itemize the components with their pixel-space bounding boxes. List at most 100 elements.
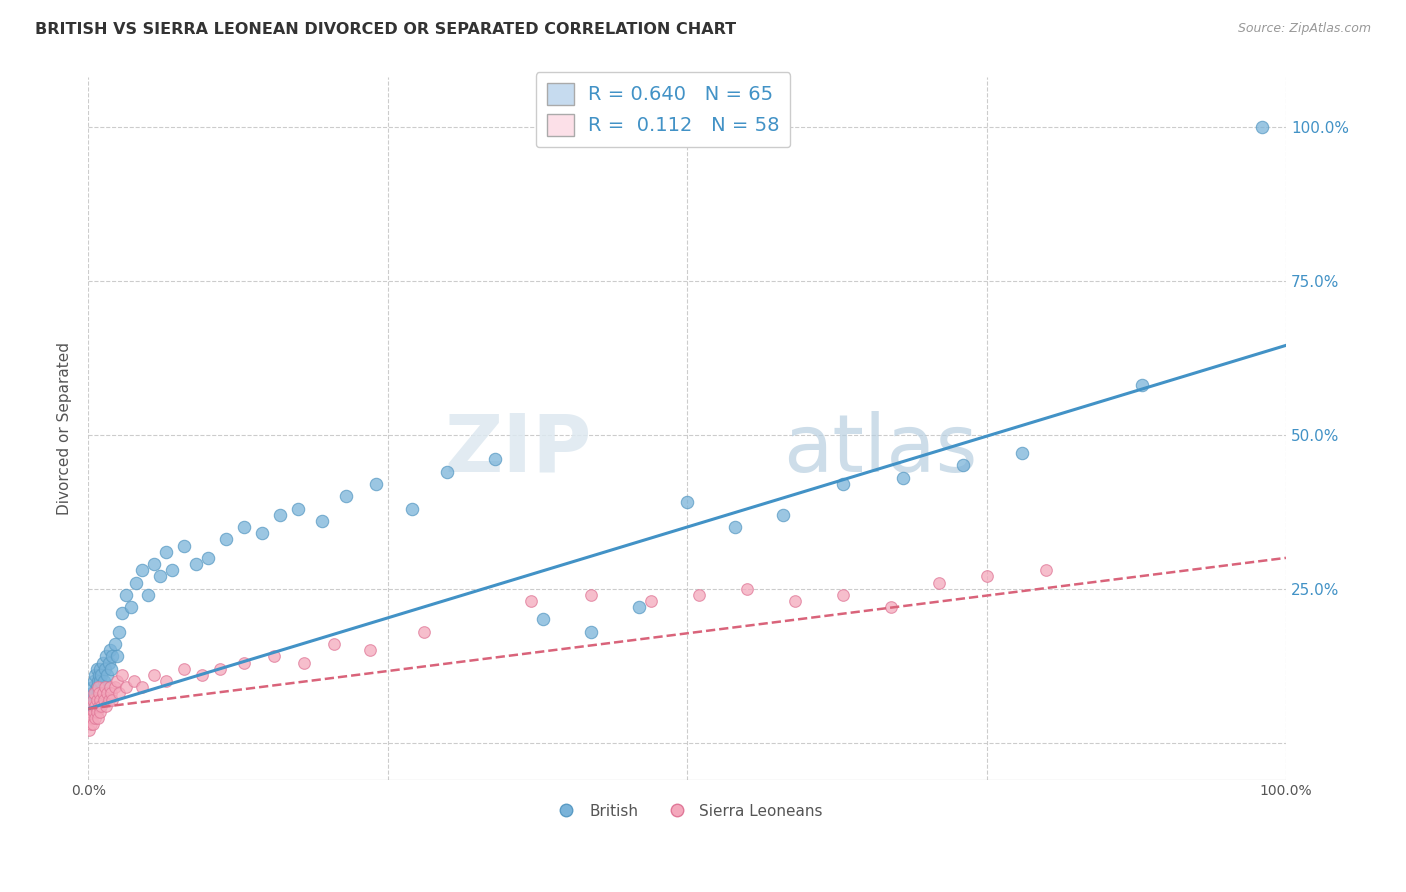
Point: [484, 452, 506, 467]
Point: [976, 569, 998, 583]
Point: [115, 680, 138, 694]
Point: [735, 582, 758, 596]
Point: [173, 539, 195, 553]
Point: [120, 600, 142, 615]
Point: [191, 668, 214, 682]
Point: [531, 612, 554, 626]
Point: [335, 489, 357, 503]
Point: [111, 668, 134, 682]
Point: [82, 692, 104, 706]
Point: [83, 686, 105, 700]
Point: [94, 680, 117, 694]
Point: [101, 692, 124, 706]
Point: [86, 662, 108, 676]
Point: [83, 705, 105, 719]
Point: [143, 668, 166, 682]
Point: [96, 668, 118, 682]
Point: [952, 458, 974, 473]
Point: [250, 526, 273, 541]
Point: [122, 674, 145, 689]
Point: [83, 674, 105, 689]
Point: [91, 656, 114, 670]
Point: [401, 501, 423, 516]
Point: [82, 680, 104, 694]
Point: [105, 649, 128, 664]
Point: [86, 692, 108, 706]
Point: [86, 680, 108, 694]
Text: BRITISH VS SIERRA LEONEAN DIVORCED OR SEPARATED CORRELATION CHART: BRITISH VS SIERRA LEONEAN DIVORCED OR SE…: [35, 22, 737, 37]
Point: [89, 662, 111, 676]
Point: [640, 594, 662, 608]
Point: [105, 674, 128, 689]
Point: [98, 680, 121, 694]
Point: [97, 656, 120, 670]
Point: [91, 686, 114, 700]
Point: [98, 643, 121, 657]
Point: [359, 643, 381, 657]
Point: [115, 588, 138, 602]
Point: [89, 674, 111, 689]
Point: [80, 686, 103, 700]
Point: [90, 698, 112, 713]
Point: [928, 575, 950, 590]
Legend: British, Sierra Leoneans: British, Sierra Leoneans: [546, 797, 830, 824]
Point: [82, 717, 104, 731]
Point: [94, 698, 117, 713]
Point: [87, 674, 110, 689]
Point: [1035, 563, 1057, 577]
Point: [831, 477, 853, 491]
Point: [155, 674, 177, 689]
Point: [84, 686, 107, 700]
Point: [83, 692, 105, 706]
Point: [84, 698, 107, 713]
Point: [783, 594, 806, 608]
Point: [628, 600, 651, 615]
Point: [581, 588, 603, 602]
Point: [97, 692, 120, 706]
Point: [89, 692, 111, 706]
Point: [125, 575, 148, 590]
Point: [269, 508, 291, 522]
Text: ZIP: ZIP: [444, 410, 592, 489]
Point: [197, 550, 219, 565]
Y-axis label: Divorced or Separated: Divorced or Separated: [58, 342, 72, 515]
Text: atlas: atlas: [783, 410, 977, 489]
Point: [108, 624, 131, 639]
Point: [131, 563, 153, 577]
Point: [101, 649, 124, 664]
Point: [831, 588, 853, 602]
Point: [676, 495, 699, 509]
Point: [287, 501, 309, 516]
Point: [100, 662, 122, 676]
Point: [80, 711, 103, 725]
Point: [80, 698, 103, 713]
Point: [131, 680, 153, 694]
Point: [87, 711, 110, 725]
Point: [94, 662, 117, 676]
Point: [136, 588, 159, 602]
Point: [100, 686, 122, 700]
Point: [436, 465, 458, 479]
Point: [96, 686, 118, 700]
Point: [111, 607, 134, 621]
Point: [149, 569, 172, 583]
Point: [364, 477, 387, 491]
Text: Source: ZipAtlas.com: Source: ZipAtlas.com: [1237, 22, 1371, 36]
Point: [215, 533, 238, 547]
Point: [688, 588, 710, 602]
Point: [87, 680, 110, 694]
Point: [87, 686, 110, 700]
Point: [184, 557, 207, 571]
Point: [93, 692, 115, 706]
Point: [84, 711, 107, 725]
Point: [1251, 120, 1274, 134]
Point: [87, 668, 110, 682]
Point: [79, 692, 101, 706]
Point: [263, 649, 285, 664]
Point: [581, 624, 603, 639]
Point: [82, 698, 104, 713]
Point: [103, 637, 125, 651]
Point: [87, 698, 110, 713]
Point: [173, 662, 195, 676]
Point: [103, 680, 125, 694]
